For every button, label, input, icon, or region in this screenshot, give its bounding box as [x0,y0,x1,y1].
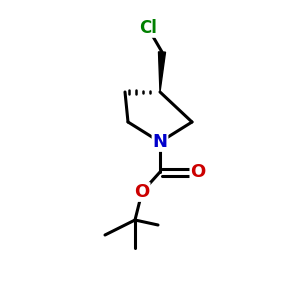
Text: N: N [152,133,167,151]
Text: O: O [134,183,150,201]
Text: Cl: Cl [139,19,157,37]
Polygon shape [158,52,166,92]
Text: O: O [190,163,206,181]
